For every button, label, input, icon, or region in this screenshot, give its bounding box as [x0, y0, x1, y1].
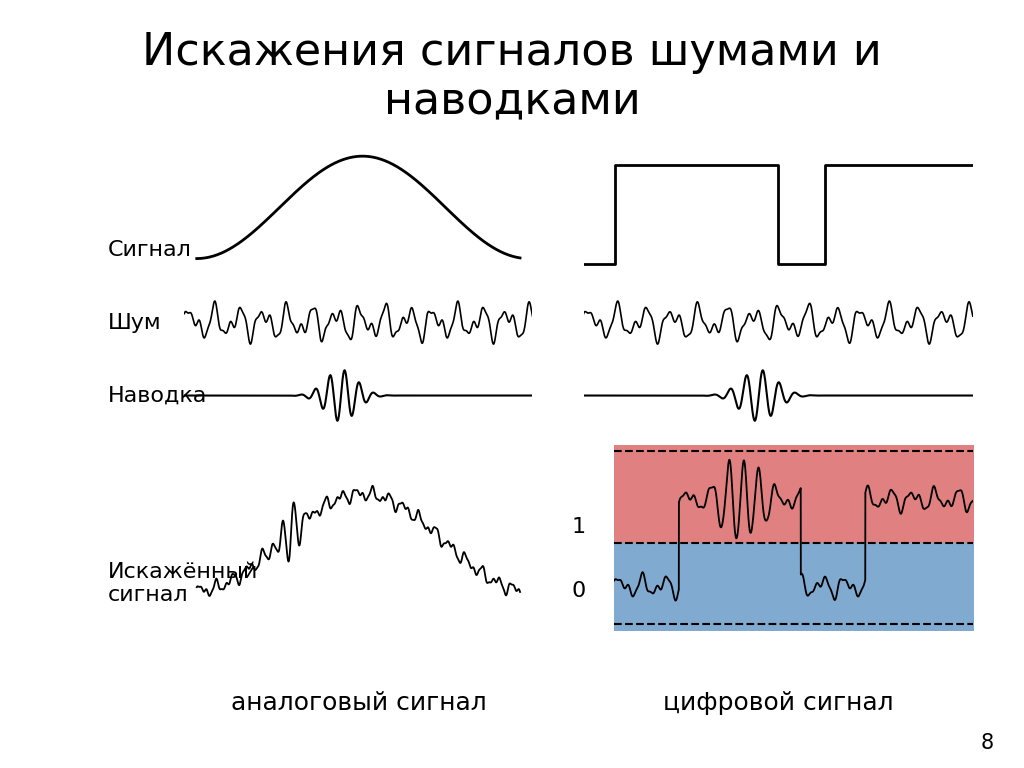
Text: 8: 8 — [980, 733, 993, 753]
Text: Наводка: Наводка — [108, 386, 207, 406]
Text: Искажённый
сигнал: Искажённый сигнал — [108, 562, 258, 605]
Text: Сигнал: Сигнал — [108, 240, 191, 260]
Text: 0: 0 — [571, 581, 586, 601]
Text: Искажения сигналов шумами и
наводками: Искажения сигналов шумами и наводками — [142, 31, 882, 124]
Text: цифровой сигнал: цифровой сигнал — [663, 690, 894, 715]
Text: Шум: Шум — [108, 313, 162, 333]
Text: аналоговый сигнал: аналоговый сигнал — [230, 690, 486, 715]
Text: 1: 1 — [571, 517, 586, 537]
